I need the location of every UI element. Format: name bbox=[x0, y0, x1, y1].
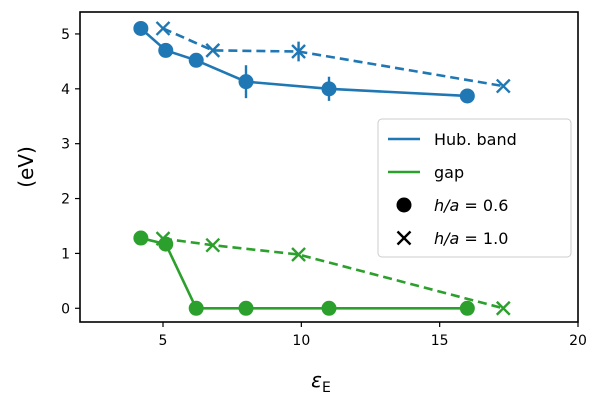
x-tick-label: 10 bbox=[292, 333, 310, 349]
legend-label: h/a = 1.0 bbox=[434, 229, 508, 248]
series-gap-h06 bbox=[133, 230, 475, 316]
data-point-circle bbox=[321, 81, 337, 97]
x-axis-ticks: 5 10 15 20 bbox=[159, 322, 587, 349]
x-tick-label: 15 bbox=[431, 333, 449, 349]
data-point-x-stroke bbox=[205, 43, 221, 58]
data-point-x-stroke bbox=[155, 231, 171, 246]
data-point-circle bbox=[238, 74, 254, 90]
data-point-x bbox=[291, 44, 306, 59]
data-point-x-stroke bbox=[205, 237, 221, 253]
series-line bbox=[162, 237, 504, 310]
y-tick-label: 3 bbox=[61, 137, 70, 153]
x-tick-label: 5 bbox=[159, 333, 168, 349]
legend-box bbox=[377, 118, 572, 258]
legend-label: gap bbox=[434, 163, 464, 182]
data-point-circle bbox=[133, 20, 149, 36]
data-point-x bbox=[205, 43, 221, 58]
legend-label-variable: h/a bbox=[434, 196, 459, 215]
data-point-x-stroke bbox=[291, 44, 306, 59]
series-hub-h06 bbox=[133, 20, 475, 104]
legend-label-value: = 1.0 bbox=[459, 229, 508, 248]
y-tick-label: 1 bbox=[61, 246, 70, 262]
legend-label-variable: h/a bbox=[434, 229, 459, 248]
y-tick-label: 2 bbox=[61, 192, 70, 208]
legend-label: Hub. band bbox=[434, 130, 517, 149]
data-point-x-stroke bbox=[155, 21, 171, 36]
data-point-circle bbox=[133, 230, 149, 246]
data-point-x bbox=[291, 247, 306, 262]
x-tick-label: 20 bbox=[569, 333, 587, 349]
y-tick-label: 4 bbox=[61, 82, 70, 98]
data-point-circle bbox=[396, 197, 412, 213]
data-point-circle bbox=[188, 300, 204, 316]
x-axis-label: εE bbox=[311, 368, 331, 395]
legend-label-value: = 0.6 bbox=[459, 196, 508, 215]
data-point-x bbox=[396, 230, 412, 246]
y-tick-label: 5 bbox=[61, 27, 70, 43]
data-point-x-stroke bbox=[396, 230, 412, 246]
data-point-x bbox=[205, 237, 221, 253]
data-point-circle bbox=[158, 42, 174, 58]
y-axis-ticks: 0 1 2 3 4 5 bbox=[61, 27, 80, 317]
data-point-circle bbox=[188, 52, 204, 68]
y-axis-label: (eV) bbox=[14, 146, 38, 188]
data-point-x bbox=[495, 300, 511, 316]
data-point-x bbox=[155, 21, 171, 36]
data-point-x-stroke bbox=[495, 78, 511, 94]
y-tick-label: 0 bbox=[61, 301, 70, 317]
data-point-x-stroke bbox=[495, 300, 511, 316]
series-layer bbox=[133, 20, 511, 316]
data-point-x-stroke bbox=[291, 247, 306, 262]
series-hub-h10 bbox=[155, 21, 511, 94]
data-point-x bbox=[155, 231, 171, 246]
data-point-x bbox=[495, 78, 511, 94]
plot-frame bbox=[79, 11, 579, 323]
data-point-circle bbox=[459, 88, 475, 104]
series-line bbox=[162, 27, 504, 88]
series-gap-h10 bbox=[155, 231, 511, 316]
data-point-circle bbox=[238, 300, 254, 316]
data-point-circle bbox=[459, 300, 475, 316]
legend-label: h/a = 0.6 bbox=[434, 196, 508, 215]
data-point-circle bbox=[321, 300, 337, 316]
